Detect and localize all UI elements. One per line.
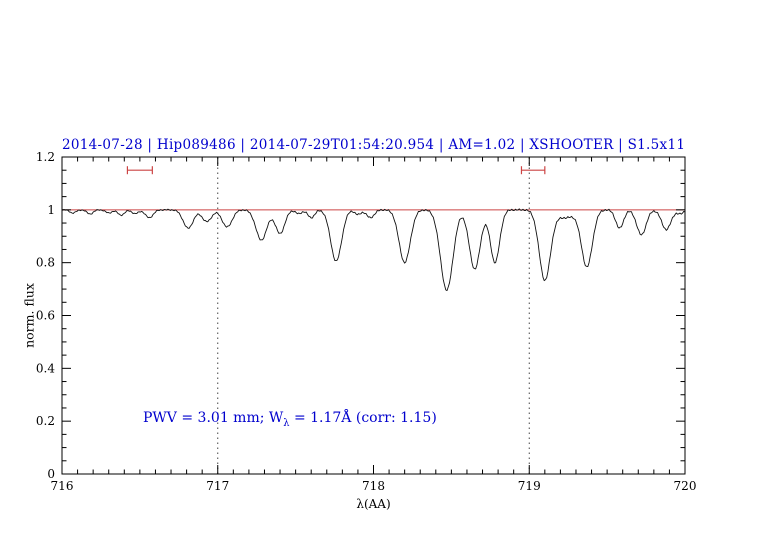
pwv-annotation: PWV = 3.01 mm; Wλ = 1.17Å (corr: 1.15) bbox=[143, 410, 437, 429]
x-tick-label: 716 bbox=[51, 479, 74, 493]
y-tick-label: 0.8 bbox=[36, 256, 55, 270]
y-tick-label: 0.2 bbox=[36, 414, 55, 428]
plot-title: 2014-07-28 | Hip089486 | 2014-07-29T01:5… bbox=[62, 137, 686, 153]
pwv-annotation-text-2: = 1.17Å (corr: 1.15) bbox=[289, 410, 437, 426]
x-tick-label: 718 bbox=[362, 479, 385, 493]
y-tick-label: 0.4 bbox=[36, 361, 55, 375]
pwv-annotation-lambda-subscript: λ bbox=[283, 417, 290, 429]
x-tick-label: 717 bbox=[206, 479, 229, 493]
y-axis-label: norm. flux bbox=[21, 283, 37, 348]
y-tick-label: 1.2 bbox=[36, 150, 55, 164]
spectrum-line bbox=[61, 208, 686, 292]
x-axis-label: λ(AA) bbox=[356, 497, 391, 511]
x-tick-label: 719 bbox=[518, 479, 541, 493]
y-tick-label: 0.6 bbox=[36, 309, 55, 323]
pwv-annotation-text-1: PWV = 3.01 mm; W bbox=[143, 410, 284, 426]
y-tick-label: 1 bbox=[47, 203, 55, 217]
x-tick-label: 720 bbox=[674, 479, 697, 493]
y-tick-label: 0 bbox=[47, 467, 55, 481]
